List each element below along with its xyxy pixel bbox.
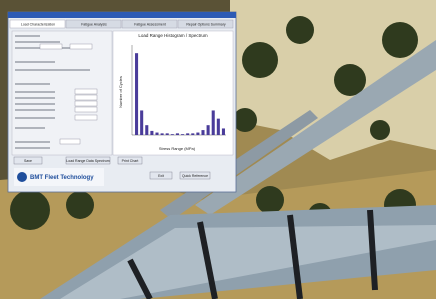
tab-label: Fatigue Assessment [134, 23, 166, 27]
title-bar [8, 12, 236, 18]
bar [212, 110, 215, 135]
button-label: Exit [158, 174, 164, 178]
logo-text: BMT Fleet Technology [30, 175, 94, 181]
bar [186, 133, 189, 135]
x-axis-label: Stress Range (MPa) [159, 146, 196, 151]
bar [171, 134, 174, 135]
bar [176, 133, 179, 135]
bar [207, 125, 210, 135]
bar [145, 125, 148, 135]
bar [217, 119, 220, 135]
button-label: Quick Reference [182, 174, 208, 178]
bar [166, 133, 169, 135]
chart-title: Load Range Histogram / Spectrum [138, 33, 208, 38]
tab-label: Load Characterization [21, 23, 55, 27]
bar [181, 134, 184, 135]
bar [161, 133, 164, 135]
scene: Load Characterization Fatigue Analysis Fat… [0, 0, 436, 299]
bar [222, 128, 225, 135]
button-label: Save [24, 159, 32, 163]
bar [155, 133, 158, 135]
bar [135, 53, 138, 135]
logo-icon [17, 172, 27, 182]
bar [150, 131, 153, 135]
bar [201, 130, 204, 135]
y-axis-label: Number of Cycles [118, 76, 123, 108]
bar [191, 133, 194, 135]
chart-panel [113, 31, 233, 155]
button-label: Print Chart [122, 159, 139, 163]
bar [196, 133, 199, 135]
tab-label: Fatigue Analysis [81, 23, 107, 27]
tab-label: Repair Options Summary [186, 23, 226, 27]
bar [140, 110, 143, 135]
button-label: Load Range Data Spectrum [66, 159, 109, 163]
